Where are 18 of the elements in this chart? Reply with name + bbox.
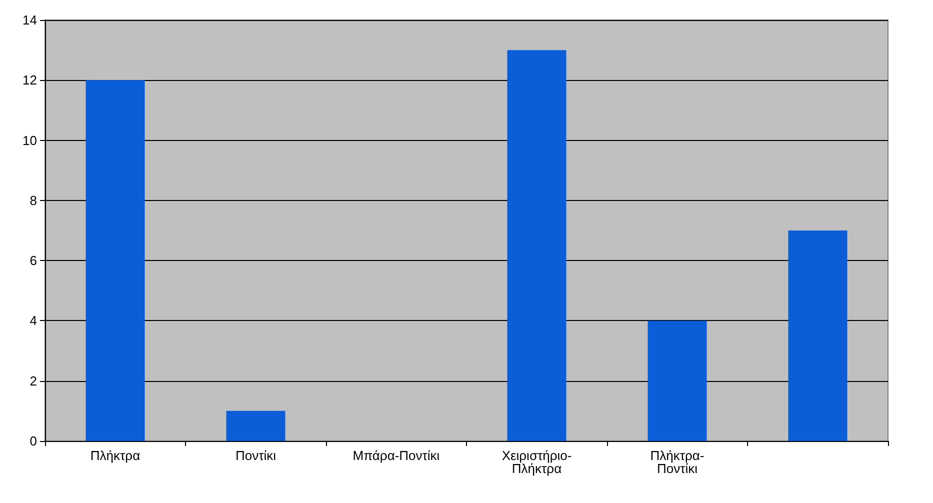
y-tick-label: 8 bbox=[30, 192, 37, 208]
y-tick-label: 12 bbox=[22, 72, 37, 88]
bar bbox=[507, 50, 566, 441]
bar bbox=[788, 230, 848, 441]
y-tick-label: 6 bbox=[30, 253, 37, 268]
y-tick-label: 4 bbox=[30, 313, 37, 328]
x-tick-label: Πλήκτρα bbox=[90, 448, 141, 463]
y-tick-label: 2 bbox=[30, 373, 37, 388]
bar bbox=[648, 320, 707, 441]
y-tick-label: 0 bbox=[30, 434, 37, 448]
x-tick-label: Χειριστήριο-Πλήκτρα bbox=[502, 448, 572, 476]
y-tick-label: 10 bbox=[22, 132, 37, 148]
x-tick-label: Μπάρα-Ποντίκι bbox=[352, 448, 440, 463]
bar bbox=[86, 80, 145, 441]
bar bbox=[226, 410, 286, 441]
x-tick-label: Ποντίκι bbox=[235, 448, 276, 463]
x-tick-label: Πλήκτρα-Ποντίκι bbox=[650, 448, 704, 476]
y-tick-label: 14 bbox=[22, 12, 37, 28]
